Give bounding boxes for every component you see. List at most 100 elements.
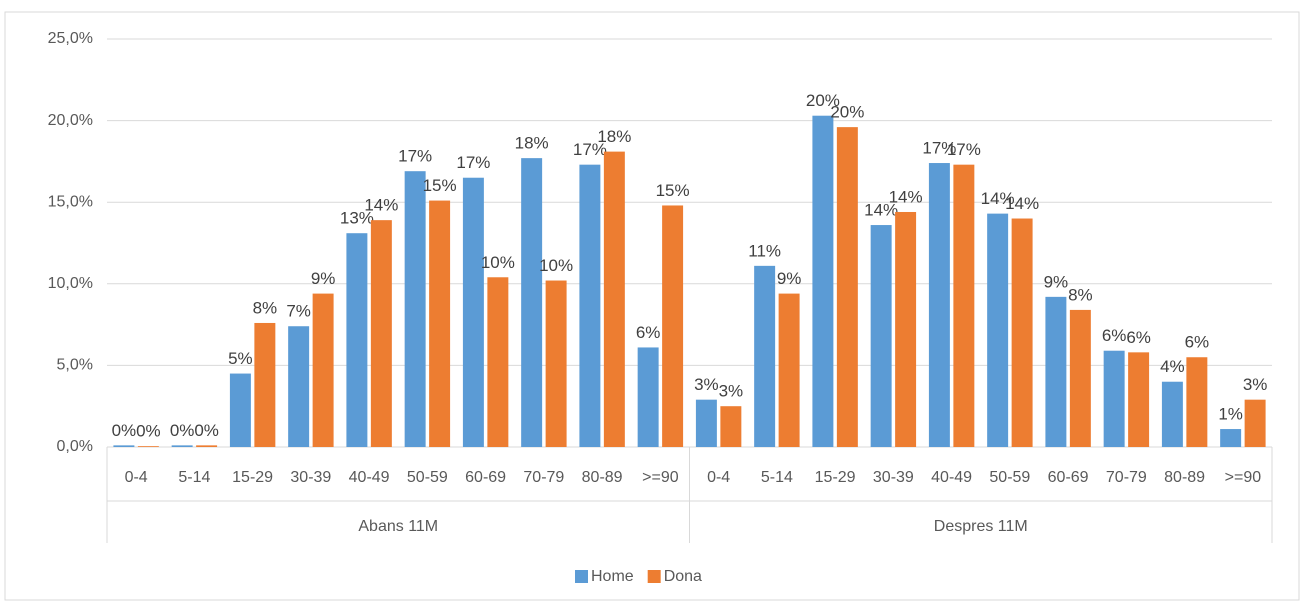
bar (603, 151, 625, 447)
data-label: 5% (228, 349, 253, 368)
data-label: 11% (748, 241, 781, 260)
legend-swatch (575, 570, 588, 583)
group-label: Despres 11M (934, 518, 1028, 535)
x-tick-label: 15-29 (232, 469, 273, 486)
data-label: 7% (286, 302, 311, 321)
data-label: 14% (981, 189, 1015, 208)
data-label: 0% (170, 421, 195, 440)
bar (370, 220, 392, 447)
data-label: 17% (947, 140, 981, 159)
data-label: 14% (1005, 194, 1039, 213)
data-label: 15% (656, 181, 690, 200)
data-label: 10% (481, 253, 515, 272)
bar (987, 213, 1009, 447)
group-label: Abans 11M (358, 518, 438, 535)
bar (545, 280, 567, 447)
x-tick-label: 0-4 (125, 469, 148, 486)
y-tick-label: 15,0% (48, 193, 93, 210)
bar (928, 163, 950, 448)
x-tick-label: 80-89 (1164, 469, 1205, 486)
bar (662, 205, 684, 447)
data-label: 6% (636, 323, 661, 342)
bar (836, 127, 858, 448)
bar (171, 445, 193, 447)
data-label: 0% (112, 421, 137, 440)
data-label: 20% (830, 103, 864, 122)
data-label: 8% (253, 298, 278, 317)
bar (1244, 399, 1266, 447)
x-tick-label: 5-14 (761, 469, 793, 486)
data-label: 18% (515, 134, 549, 153)
data-label: 6% (1102, 326, 1127, 345)
bar (637, 347, 659, 447)
bar (521, 158, 543, 448)
bar (346, 233, 368, 447)
x-tick-label: 40-49 (931, 469, 972, 486)
y-tick-label: 5,0% (57, 357, 93, 374)
x-tick-label: 0-4 (707, 469, 730, 486)
x-tick-label: 30-39 (873, 469, 914, 486)
data-label: 9% (311, 269, 336, 288)
bar (720, 406, 742, 447)
data-label: 15% (423, 176, 457, 195)
data-label: 8% (1068, 285, 1093, 304)
bar (487, 277, 509, 447)
bar (1220, 429, 1242, 447)
bar (113, 445, 135, 447)
x-tick-label: 70-79 (523, 469, 564, 486)
x-tick-label: 60-69 (1048, 469, 1089, 486)
y-tick-label: 25,0% (48, 30, 93, 47)
data-label: 1% (1218, 405, 1243, 424)
data-label: 6% (1126, 328, 1151, 347)
data-label: 14% (889, 187, 923, 206)
data-label: 18% (597, 127, 631, 146)
bar (429, 200, 451, 447)
bar (754, 265, 776, 447)
data-label: 10% (539, 256, 573, 275)
x-tick-label: 40-49 (349, 469, 390, 486)
data-label: 17% (398, 147, 432, 166)
bar (462, 177, 484, 447)
data-label: 9% (1044, 272, 1069, 291)
data-label: 0% (136, 422, 161, 441)
data-label: 17% (922, 139, 956, 158)
bar (778, 293, 800, 447)
x-tick-label: 5-14 (178, 469, 210, 486)
x-tick-label: 15-29 (815, 469, 856, 486)
bar (1011, 218, 1033, 447)
bar (953, 164, 975, 447)
bar (1103, 350, 1125, 447)
data-label: 17% (456, 153, 490, 172)
data-label: 4% (1160, 357, 1185, 376)
data-label: 9% (777, 269, 802, 288)
bar (288, 326, 310, 447)
x-tick-label: 30-39 (290, 469, 331, 486)
x-tick-label: 80-89 (582, 469, 623, 486)
bar (812, 115, 834, 447)
data-label: 20% (806, 91, 840, 110)
bar (404, 171, 426, 447)
data-label: 14% (364, 196, 398, 215)
x-tick-label: 60-69 (465, 469, 506, 486)
data-label: 14% (864, 201, 898, 220)
y-tick-label: 20,0% (48, 112, 93, 129)
bar (895, 211, 917, 447)
x-tick-label: >=90 (1225, 469, 1262, 486)
bar (196, 445, 218, 447)
bar (695, 399, 717, 447)
legend-swatch (647, 570, 661, 583)
x-tick-label: 50-59 (407, 469, 448, 486)
chart-border (4, 11, 1300, 601)
x-tick-label: 50-59 (989, 469, 1030, 486)
bar (254, 322, 276, 447)
data-label: 13% (340, 209, 374, 228)
bar (229, 373, 251, 447)
data-label: 6% (1185, 333, 1210, 352)
bar (1161, 381, 1183, 447)
bar (1069, 309, 1091, 447)
bar (579, 164, 601, 447)
bar (137, 446, 159, 447)
data-label: 0% (194, 421, 219, 440)
data-label: 3% (1243, 375, 1268, 394)
